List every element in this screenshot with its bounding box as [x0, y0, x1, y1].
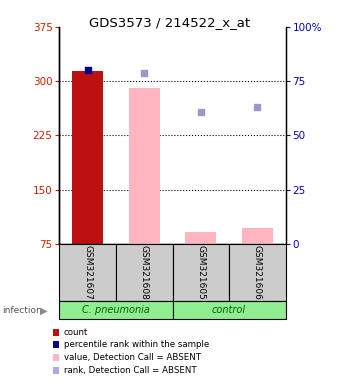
Text: value, Detection Call = ABSENT: value, Detection Call = ABSENT — [64, 353, 201, 362]
Text: infection: infection — [2, 306, 41, 315]
Bar — [129, 88, 160, 244]
Text: percentile rank within the sample: percentile rank within the sample — [64, 340, 209, 349]
Text: C. pneumonia: C. pneumonia — [82, 305, 150, 316]
Text: GSM321608: GSM321608 — [140, 245, 149, 300]
Bar — [185, 232, 216, 244]
Bar — [242, 228, 273, 244]
Text: GSM321607: GSM321607 — [83, 245, 92, 300]
Text: count: count — [64, 328, 88, 337]
Bar — [72, 71, 103, 244]
Text: control: control — [212, 305, 246, 316]
Text: GSM321605: GSM321605 — [196, 245, 205, 300]
Text: rank, Detection Call = ABSENT: rank, Detection Call = ABSENT — [64, 366, 197, 375]
Point — [141, 70, 147, 76]
Point — [85, 66, 90, 73]
Point — [255, 104, 260, 110]
Text: ▶: ▶ — [40, 305, 48, 316]
Text: GDS3573 / 214522_x_at: GDS3573 / 214522_x_at — [89, 17, 251, 30]
Point — [198, 109, 204, 115]
Text: GSM321606: GSM321606 — [253, 245, 262, 300]
